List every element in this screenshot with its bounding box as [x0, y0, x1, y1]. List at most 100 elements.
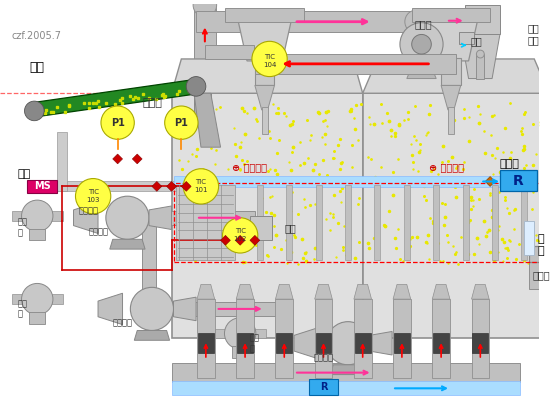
Bar [309, 379, 338, 395]
Text: 冷冻液: 冷冻液 [500, 159, 520, 169]
Circle shape [21, 284, 53, 315]
Bar [393, 299, 411, 378]
Polygon shape [362, 93, 549, 338]
Text: R: R [513, 173, 524, 187]
Bar [237, 333, 253, 353]
Circle shape [476, 50, 484, 58]
Text: 过滤
器: 过滤 器 [18, 299, 28, 319]
Polygon shape [237, 17, 292, 61]
Bar [433, 185, 439, 260]
Text: MS: MS [34, 181, 51, 192]
Text: 鼓风机一: 鼓风机一 [88, 228, 108, 237]
Text: 引风机: 引风机 [415, 20, 432, 30]
Bar [226, 8, 304, 22]
Bar [255, 58, 274, 85]
Bar [276, 299, 293, 378]
Bar [521, 185, 527, 260]
Bar [416, 14, 446, 28]
Circle shape [224, 318, 256, 349]
Bar [412, 8, 490, 22]
Circle shape [405, 10, 428, 33]
Bar [12, 211, 29, 221]
Bar [177, 185, 235, 260]
Text: 101: 101 [194, 187, 208, 193]
Bar [471, 299, 489, 378]
Text: 104: 104 [263, 62, 276, 68]
Polygon shape [167, 182, 177, 191]
Bar [232, 346, 248, 358]
Bar [525, 221, 534, 255]
Bar [448, 107, 454, 134]
Circle shape [412, 35, 431, 54]
Polygon shape [74, 202, 98, 233]
Bar [529, 246, 550, 262]
Bar [459, 32, 475, 44]
Text: czf.2005.7: czf.2005.7 [12, 31, 62, 42]
Polygon shape [134, 330, 169, 340]
Text: 过滤
器: 过滤 器 [18, 218, 28, 237]
Text: 振动筛: 振动筛 [532, 270, 550, 280]
Bar [286, 185, 292, 260]
Text: 过滤
器: 过滤 器 [250, 333, 260, 353]
Bar [433, 333, 449, 353]
Bar [142, 218, 156, 309]
Bar [414, 21, 424, 37]
Circle shape [130, 287, 173, 330]
Bar [198, 333, 214, 353]
Bar [57, 132, 67, 191]
Bar [57, 182, 209, 191]
Polygon shape [424, 17, 478, 61]
Text: TIC: TIC [264, 54, 275, 60]
Bar [45, 211, 63, 221]
Polygon shape [315, 284, 332, 299]
Text: 水泵: 水泵 [470, 36, 482, 46]
Bar [355, 333, 371, 353]
Text: 鼓风机一: 鼓风机一 [79, 206, 98, 215]
Polygon shape [393, 284, 411, 299]
Text: 加料: 加料 [29, 61, 45, 74]
Bar [205, 45, 254, 59]
Bar [250, 216, 272, 240]
Text: ⊕ 载江干燥: ⊕ 载江干燥 [428, 162, 464, 172]
Bar [529, 262, 539, 289]
Bar [404, 185, 410, 260]
Polygon shape [432, 284, 450, 299]
Text: P1: P1 [111, 118, 124, 128]
Bar [174, 175, 500, 187]
Bar [12, 294, 29, 304]
Polygon shape [407, 67, 436, 79]
Bar [248, 328, 266, 338]
Polygon shape [152, 182, 162, 191]
Polygon shape [221, 236, 230, 245]
Polygon shape [362, 59, 549, 93]
Circle shape [326, 322, 370, 365]
Circle shape [400, 23, 443, 66]
Text: 压力表: 压力表 [142, 98, 162, 108]
Polygon shape [194, 93, 211, 118]
Bar [28, 180, 57, 193]
Bar [167, 211, 255, 225]
Polygon shape [133, 154, 142, 164]
Polygon shape [294, 328, 318, 359]
Text: 鼓风机三: 鼓风机三 [314, 353, 334, 362]
Polygon shape [235, 236, 245, 245]
Polygon shape [29, 79, 201, 118]
Bar [472, 333, 488, 353]
Text: P1: P1 [174, 118, 188, 128]
Polygon shape [110, 239, 145, 249]
Bar [316, 185, 322, 260]
Bar [465, 5, 500, 35]
Bar [236, 299, 254, 378]
Text: 水幕
除尘: 水幕 除尘 [527, 24, 539, 45]
Bar [194, 5, 216, 93]
Polygon shape [544, 279, 550, 304]
Text: 103: 103 [86, 197, 100, 203]
Bar [441, 58, 461, 85]
Circle shape [25, 101, 44, 121]
Text: 鼓风机二: 鼓风机二 [113, 319, 133, 328]
Bar [375, 185, 381, 260]
Bar [262, 107, 268, 134]
Bar [394, 333, 410, 353]
Circle shape [186, 76, 206, 96]
Bar [345, 185, 351, 260]
